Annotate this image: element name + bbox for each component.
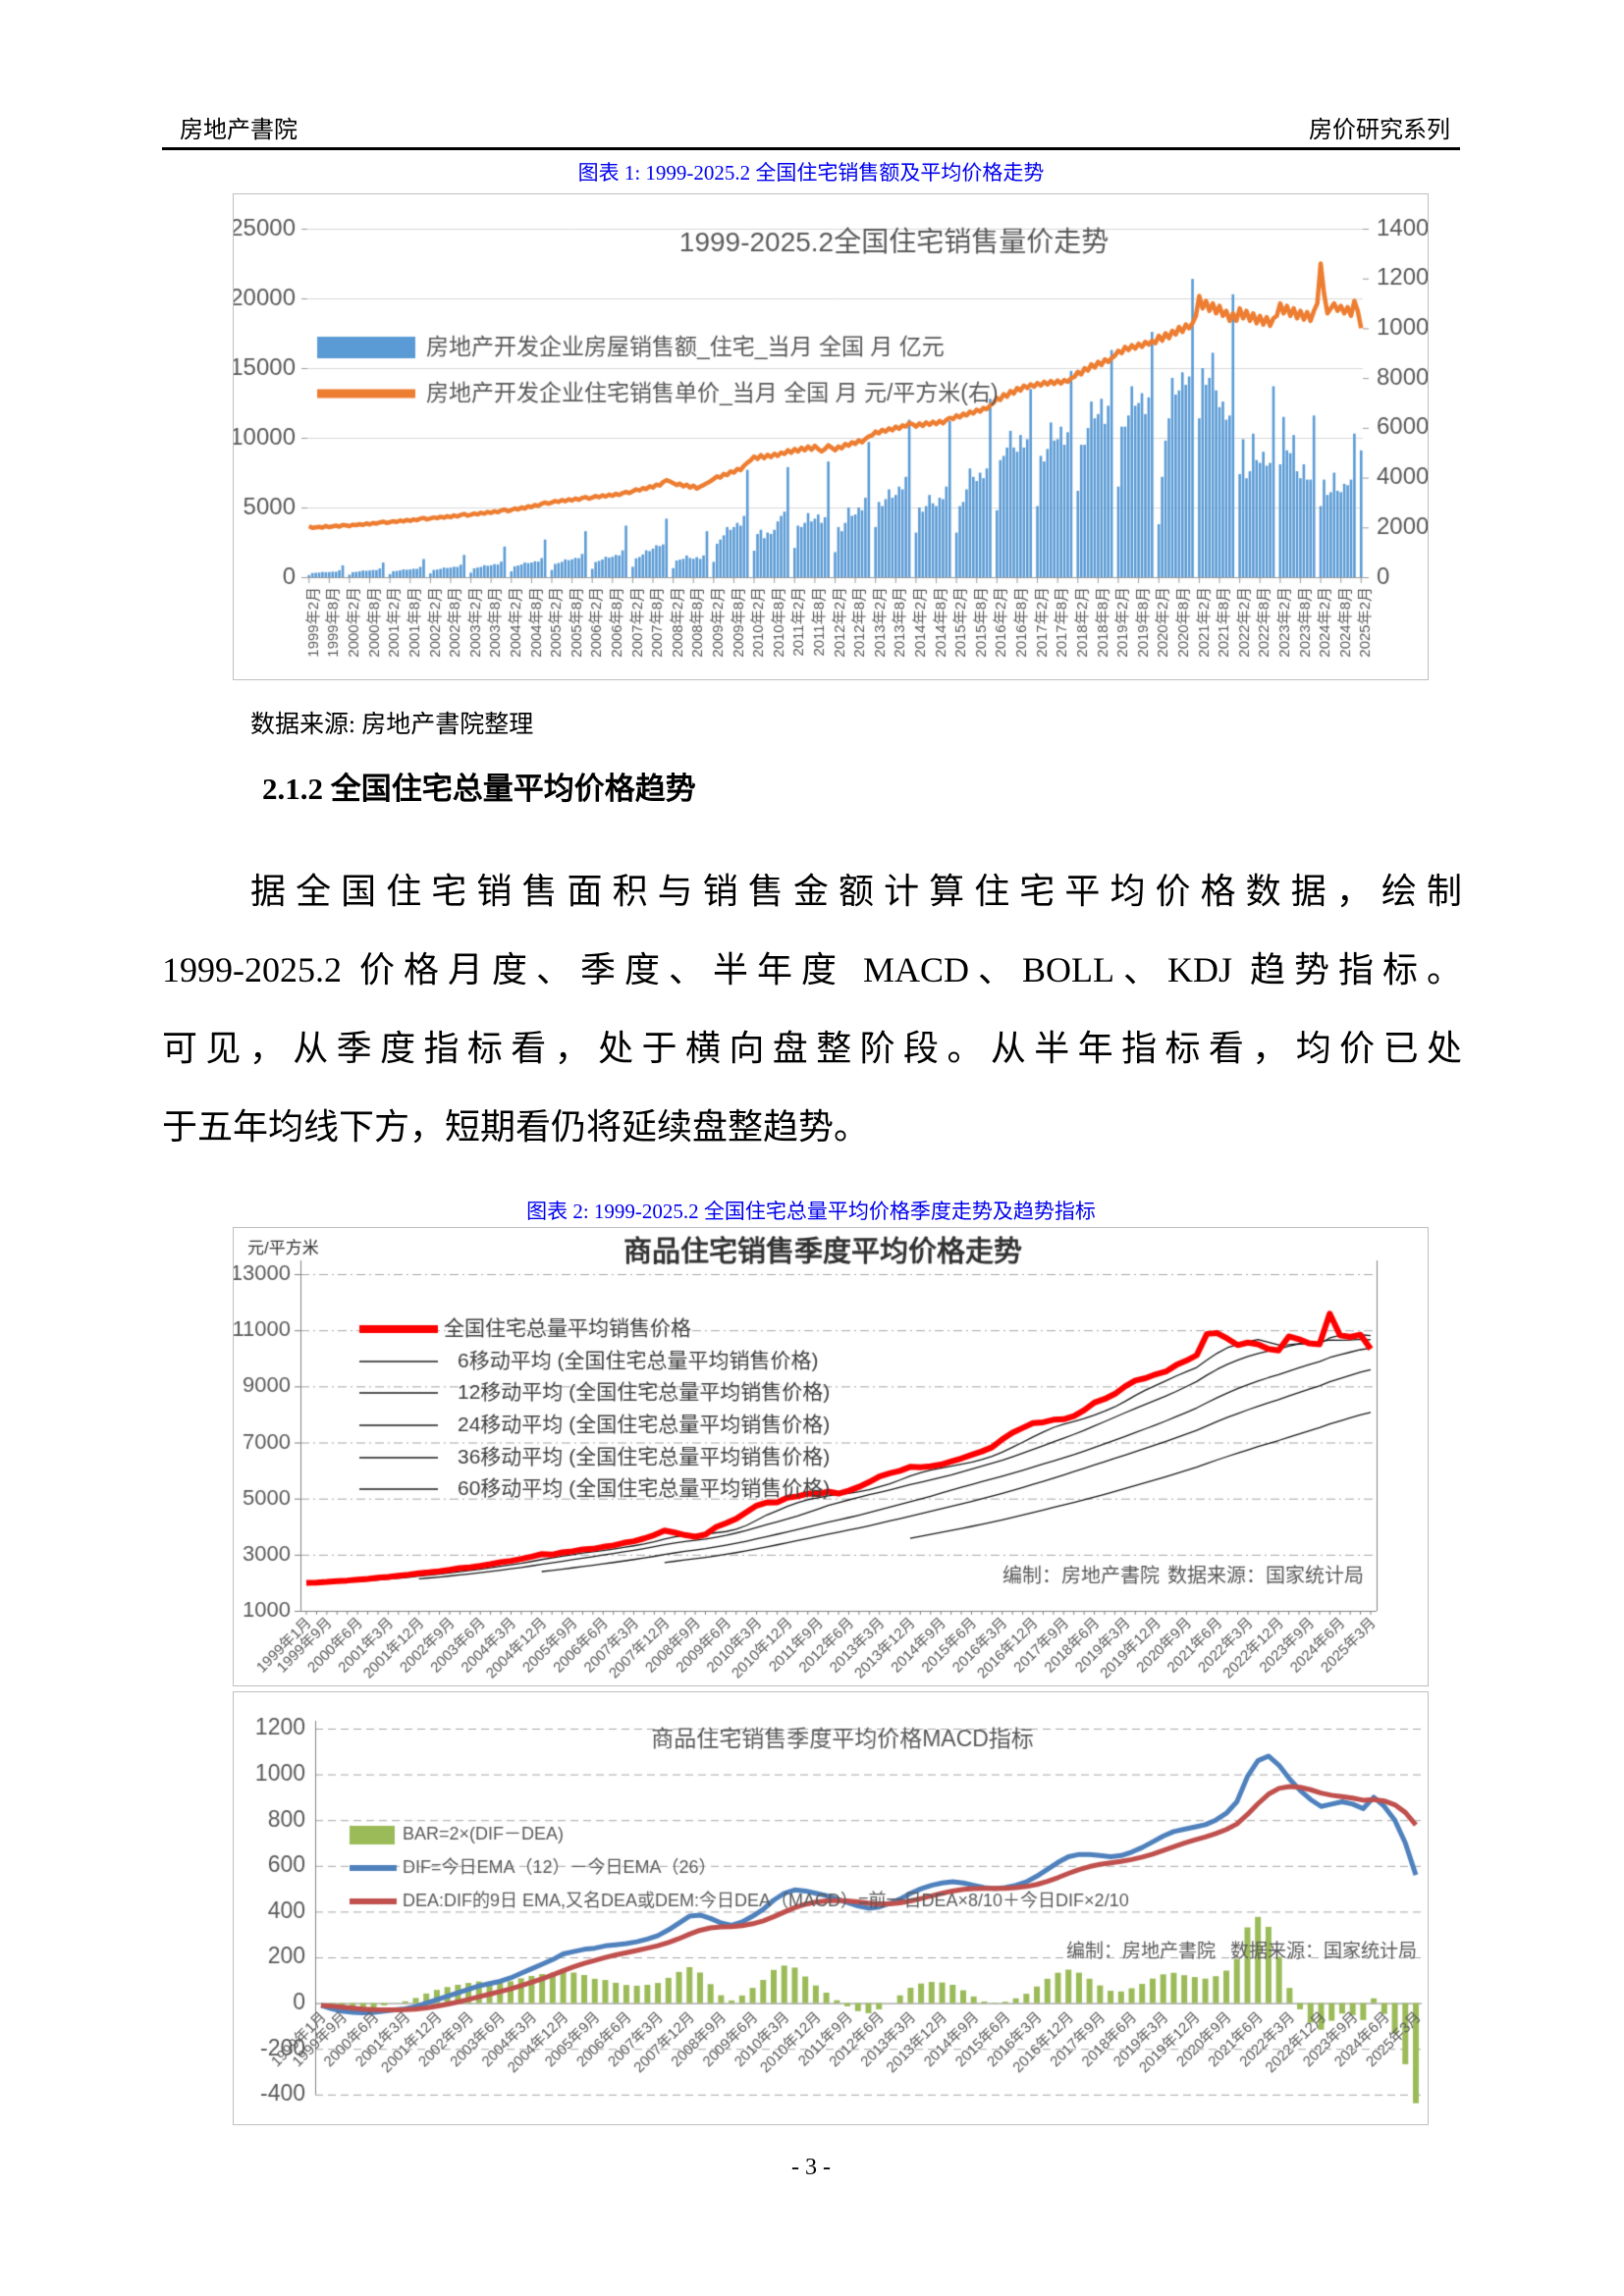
- paragraph-line: 1999-2025.2 价格月度、季度、半年度 MACD、BOLL、KDJ 趋势…: [162, 950, 1462, 989]
- header-rule: [162, 147, 1460, 150]
- chart-sales-price-monthly: [233, 193, 1429, 680]
- data-source-note: 数据来源: 房地产書院整理: [250, 712, 534, 738]
- page-number: - 3 -: [791, 2155, 831, 2180]
- chart-macd-indicator: [233, 1691, 1429, 2125]
- section-heading: 2.1.2 全国住宅总量平均价格趋势: [262, 772, 696, 806]
- header-right: 房价研究系列: [1309, 118, 1450, 143]
- chart-quarterly-average-price: [233, 1227, 1429, 1686]
- header-left: 房地产書院: [180, 118, 298, 143]
- paragraph-line: 据全国住宅销售面积与销售金额计算住宅平均价格数据，绘制: [250, 872, 1462, 911]
- paragraph-line: 可见，从季度指标看，处于横向盘整阶段。从半年指标看，均价已处: [162, 1029, 1462, 1068]
- paragraph-line: 于五年均线下方，短期看仍将延续盘整趋势。: [162, 1107, 870, 1147]
- figure2-caption: 图表 2: 1999-2025.2 全国住宅总量平均价格季度走势及趋势指标: [526, 1200, 1096, 1223]
- body-paragraph: 据全国住宅销售面积与销售金额计算住宅平均价格数据，绘制 1999-2025.2 …: [162, 852, 1462, 1166]
- figure1-caption: 图表 1: 1999-2025.2 全国住宅销售额及平均价格走势: [577, 161, 1045, 185]
